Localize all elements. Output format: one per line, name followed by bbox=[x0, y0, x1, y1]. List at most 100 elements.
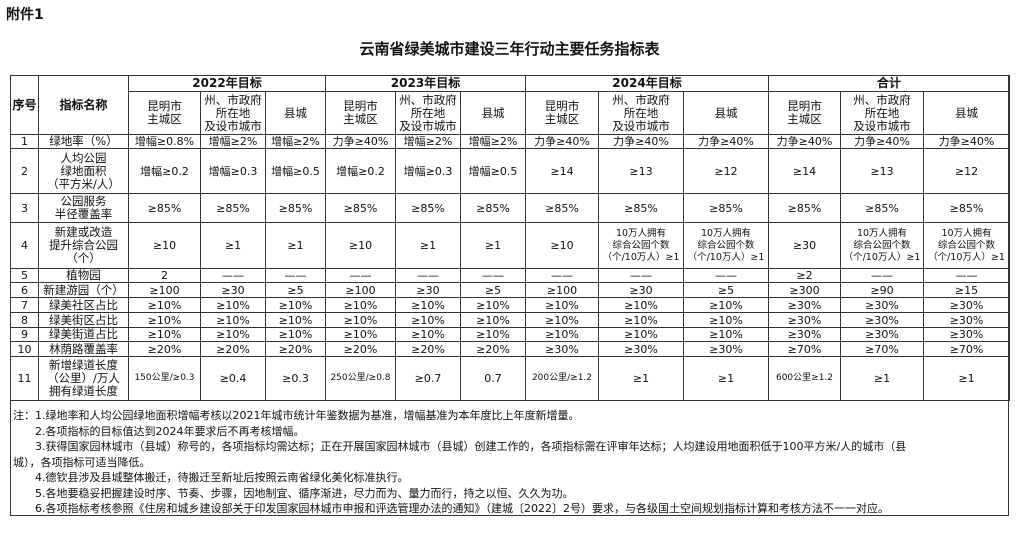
row-value: ≥30% bbox=[598, 341, 684, 357]
table-row: 4 新建或改造 提升综合公园 （个） ≥10 ≥1 ≥1 ≥10 ≥1 ≥1 ≥10 10万人拥有… bbox=[10, 222, 1011, 269]
row-value: ≥90 bbox=[840, 282, 924, 298]
row-value: —— bbox=[683, 268, 769, 283]
row-value: —— bbox=[460, 268, 526, 283]
header-seq: 序号 bbox=[10, 75, 39, 135]
note-line: 3.获得国家园林城市（县城）称号的，各项指标均需达标；正在开展国家园林城市（县城… bbox=[35, 440, 907, 453]
row-value: ≥10% bbox=[200, 312, 266, 328]
row-value: ≥0.4 bbox=[200, 356, 266, 401]
note-line: 4.德钦县涉及县城整体搬迁，待搬迁至新址后按照云南省绿化美化标准执行。 bbox=[35, 471, 409, 484]
row-value: ≥10% bbox=[265, 312, 326, 328]
header-subcol: 昆明市 主城区 bbox=[768, 91, 841, 135]
row-value: 增幅≥0.3 bbox=[395, 148, 461, 194]
header-subcol: 县城 bbox=[683, 91, 769, 135]
row-name: 人均公园 绿地面积 （平方米/人） bbox=[38, 148, 129, 194]
table-row: 2 人均公园 绿地面积 （平方米/人） 增幅≥0.2 增幅≥0.3 增幅≥0.5 增幅≥0… bbox=[10, 148, 1011, 194]
row-value: 力争≥40% bbox=[525, 134, 599, 149]
row-value: 力争≥40% bbox=[683, 134, 769, 149]
page-title: 云南省绿美城市建设三年行动主要任务指标表 bbox=[359, 40, 660, 58]
row-value: —— bbox=[525, 268, 599, 283]
header-group: 合计 bbox=[767, 75, 1011, 92]
row-value: ≥10% bbox=[525, 327, 599, 342]
row-value: ≥10% bbox=[395, 297, 461, 313]
row-name: 公园服务 半径覆盖率 bbox=[38, 193, 129, 223]
row-value: ≥85% bbox=[922, 193, 1011, 223]
header-subcol: 昆明市 主城区 bbox=[128, 91, 201, 135]
header-subcol: 县城 bbox=[922, 91, 1011, 135]
row-value: ≥5 bbox=[683, 282, 769, 298]
row-value: ≥10% bbox=[460, 297, 526, 313]
row-value: ≥10% bbox=[128, 327, 201, 342]
row-value: —— bbox=[922, 268, 1011, 283]
row-value: ≥10% bbox=[395, 312, 461, 328]
row-value: ≥10% bbox=[128, 297, 201, 313]
row-value: ≥5 bbox=[265, 282, 326, 298]
row-value: ≥85% bbox=[460, 193, 526, 223]
row-value: ≥100 bbox=[128, 282, 201, 298]
row-value: ≥20% bbox=[265, 341, 326, 357]
row-value: ≥85% bbox=[265, 193, 326, 223]
row-value: ≥14 bbox=[768, 148, 841, 194]
row-value: ≥30% bbox=[922, 312, 1011, 328]
table-row: 10 林荫路覆盖率 ≥20% ≥20% ≥20% ≥20% ≥20% ≥20% ≥30% ≥30%… bbox=[10, 341, 1011, 357]
row-value: ≥30% bbox=[525, 341, 599, 357]
row-value: ≥13 bbox=[840, 148, 924, 194]
row-seq: 7 bbox=[10, 297, 39, 313]
row-value: ≥10% bbox=[683, 312, 769, 328]
row-value: ≥85% bbox=[598, 193, 684, 223]
row-value: ≥13 bbox=[598, 148, 684, 194]
row-value: 增幅≥0.2 bbox=[128, 148, 201, 194]
row-value: ≥1 bbox=[200, 222, 266, 269]
row-value: 增幅≥0.3 bbox=[200, 148, 266, 194]
row-name: 新建或改造 提升综合公园 （个） bbox=[38, 222, 129, 269]
table-row: 3 公园服务 半径覆盖率 ≥85% ≥85% ≥85% ≥85% ≥85% ≥85% ≥85% ≥… bbox=[10, 193, 1011, 223]
row-value: 力争≥40% bbox=[768, 134, 841, 149]
row-value: ≥10% bbox=[460, 327, 526, 342]
header-subcol: 昆明市 主城区 bbox=[525, 91, 599, 135]
row-value: ≥10 bbox=[325, 222, 396, 269]
row-value: 增幅≥0.5 bbox=[460, 148, 526, 194]
header-group: 2023年目标 bbox=[325, 75, 526, 92]
row-value: ≥5 bbox=[460, 282, 526, 298]
row-value: ≥85% bbox=[128, 193, 201, 223]
row-value: 10万人拥有 综合公园个数 （个/10万人）≥1 bbox=[598, 222, 684, 269]
row-value: ≥100 bbox=[525, 282, 599, 298]
row-name: 新增绿道长度 （公里）/万人 拥有绿道长度 bbox=[38, 356, 129, 401]
row-value: 力争≥40% bbox=[922, 134, 1011, 149]
header-group: 2022年目标 bbox=[128, 75, 326, 92]
row-value: ≥20% bbox=[460, 341, 526, 357]
row-value: 0.7 bbox=[460, 356, 526, 401]
note-line: 5.各地要稳妥把握建设时序、节奏、步骤，因地制宜、循序渐进，尽力而为、量力而行，… bbox=[35, 486, 574, 500]
row-value: ≥12 bbox=[922, 148, 1011, 194]
row-value: —— bbox=[325, 268, 396, 283]
header-subcol: 州、市政府 所在地 及设市城市 bbox=[840, 91, 924, 135]
row-name: 植物园 bbox=[38, 268, 129, 283]
row-name: 绿地率（%） bbox=[38, 134, 129, 149]
row-seq: 9 bbox=[10, 327, 39, 342]
row-value: ≥30% bbox=[840, 297, 924, 313]
row-value: 增幅≥2% bbox=[395, 134, 461, 149]
row-value: ≥10% bbox=[525, 297, 599, 313]
row-seq: 11 bbox=[10, 356, 39, 401]
table-row: 5 植物园 2 —— —— —— —— —— —— —— —— ≥2 —— —— bbox=[10, 268, 1011, 283]
header-subcol: 州、市政府 所在地 及设市城市 bbox=[395, 91, 461, 135]
note-line: 城），各项指标可适当降低。 bbox=[13, 455, 151, 469]
row-value: 力争≥40% bbox=[325, 134, 396, 149]
row-value: 增幅≥2% bbox=[460, 134, 526, 149]
row-value: ≥1 bbox=[265, 222, 326, 269]
row-value: ≥85% bbox=[683, 193, 769, 223]
row-value: ≥85% bbox=[768, 193, 841, 223]
row-name: 绿美街道占比 bbox=[38, 327, 129, 342]
row-value: ≥10% bbox=[325, 327, 396, 342]
row-seq: 5 bbox=[10, 268, 39, 283]
row-value: 600公里≥1.2 bbox=[768, 356, 841, 401]
row-value: ≥85% bbox=[525, 193, 599, 223]
row-value: ≥1 bbox=[922, 356, 1011, 401]
row-value: ≥1 bbox=[395, 222, 461, 269]
row-value: ≥85% bbox=[200, 193, 266, 223]
row-value: ≥20% bbox=[200, 341, 266, 357]
row-name: 新建游园（个） bbox=[38, 282, 129, 298]
row-value: ≥30 bbox=[200, 282, 266, 298]
row-value: —— bbox=[265, 268, 326, 283]
table-row: 1 绿地率（%） 增幅≥0.8% 增幅≥2% 增幅≥2% 力争≥40% 增幅≥2% 增幅≥2%… bbox=[10, 134, 1011, 149]
note-line: 注：1.绿地率和人均公园绿地面积增幅考核以2021年城市统计年鉴数据为基准，增幅… bbox=[13, 409, 580, 422]
